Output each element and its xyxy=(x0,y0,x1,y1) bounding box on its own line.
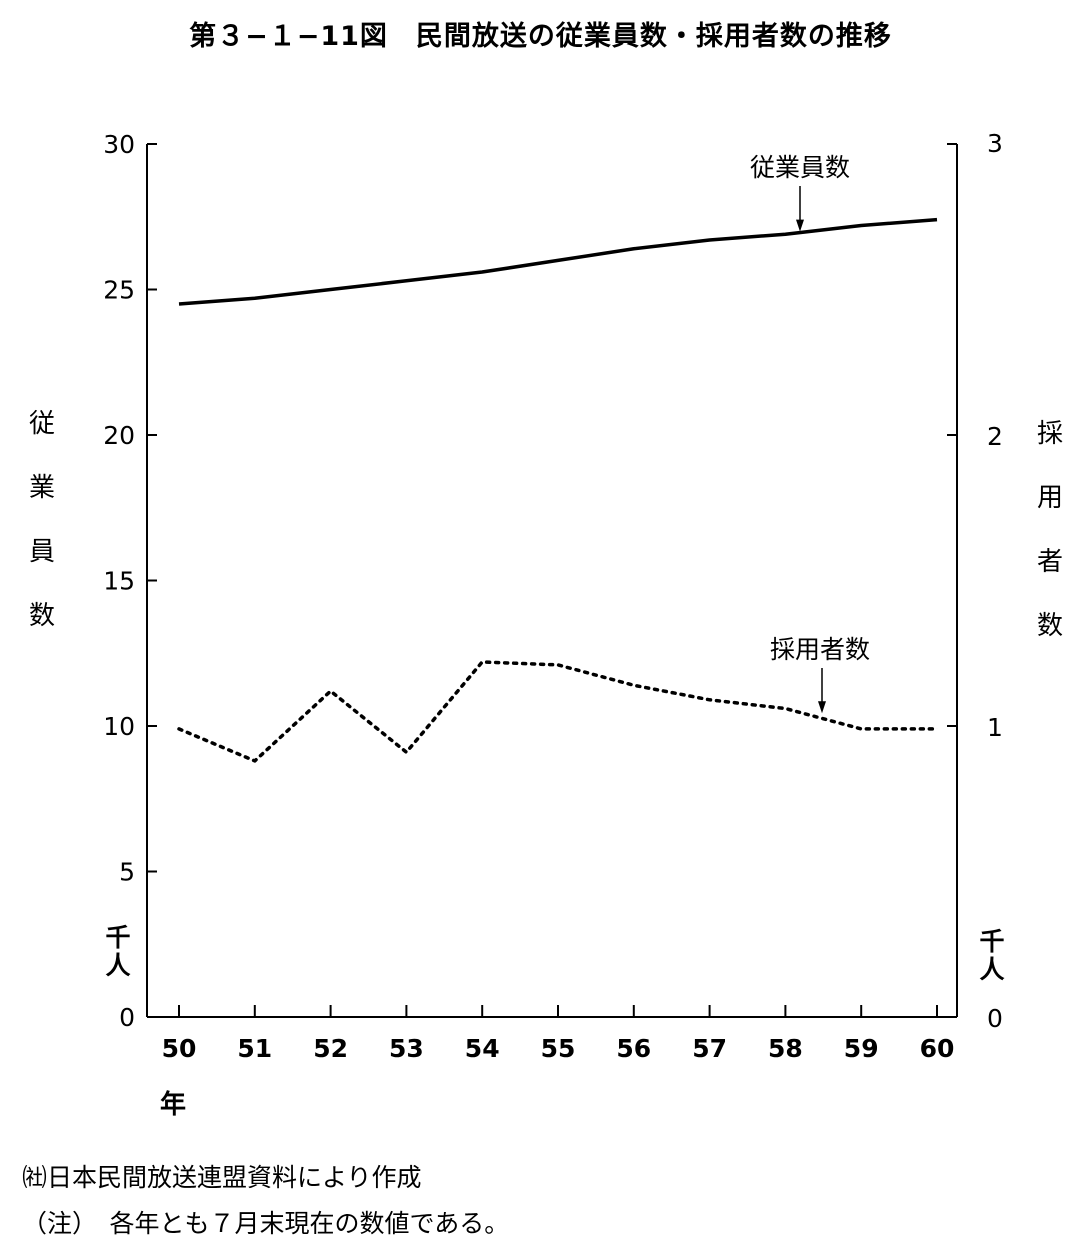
series-line-2 xyxy=(177,660,939,763)
series-label-1: 従業員数 xyxy=(750,153,850,182)
left-tick-label: 0 xyxy=(119,1003,135,1032)
x-tick-label: 52 xyxy=(313,1034,348,1063)
left-tick-label: 25 xyxy=(103,276,135,305)
left-axis-unit: 千人 xyxy=(105,923,131,980)
left-axis-label: 従業員数 xyxy=(28,409,55,631)
x-tick-label: 55 xyxy=(541,1034,576,1063)
x-tick-label: 58 xyxy=(768,1034,803,1063)
x-tick-label: 60 xyxy=(920,1034,955,1063)
right-axis-ticks: 0 1 2 3 xyxy=(947,129,1003,1033)
footnote: （注） 各年とも７月末現在の数値である。 xyxy=(22,1209,510,1238)
right-tick-label: 2 xyxy=(987,422,1003,451)
series-label-2: 採用者数 xyxy=(770,635,870,664)
left-axis-ticks: 0 5 10 15 20 25 30 xyxy=(103,130,157,1032)
x-tick-label: 54 xyxy=(465,1034,500,1063)
x-tick-label: 50 xyxy=(162,1034,197,1063)
left-tick-label: 15 xyxy=(103,567,135,596)
source-note: ㈳日本民間放送連盟資料により作成 xyxy=(22,1163,422,1192)
x-tick-label: 59 xyxy=(844,1034,879,1063)
chart-title: 第３−１−11図 民間放送の従業員数・採用者数の推移 xyxy=(189,21,892,52)
x-tick-label: 53 xyxy=(389,1034,424,1063)
series-layer xyxy=(177,217,939,763)
x-axis-ticks: 50 51 52 53 54 55 56 57 58 59 60 xyxy=(162,1005,955,1063)
x-tick-label: 56 xyxy=(616,1034,651,1063)
arrowhead-1 xyxy=(796,219,804,232)
x-tick-label: 57 xyxy=(692,1034,727,1063)
right-axis-label: 採用者数 xyxy=(1036,419,1063,641)
axes xyxy=(146,144,958,1018)
left-tick-label: 30 xyxy=(103,130,135,159)
x-axis-unit: 年 xyxy=(160,1090,187,1120)
right-tick-label: 0 xyxy=(987,1004,1003,1033)
arrowhead-2 xyxy=(818,701,826,714)
right-tick-label: 1 xyxy=(987,713,1003,742)
left-tick-label: 5 xyxy=(119,858,135,887)
left-tick-label: 20 xyxy=(103,421,135,450)
right-tick-label: 3 xyxy=(987,129,1003,158)
left-tick-label: 10 xyxy=(103,712,135,741)
series-line-1 xyxy=(178,217,938,306)
x-tick-label: 51 xyxy=(237,1034,272,1063)
right-axis-unit: 千人 xyxy=(979,927,1005,984)
